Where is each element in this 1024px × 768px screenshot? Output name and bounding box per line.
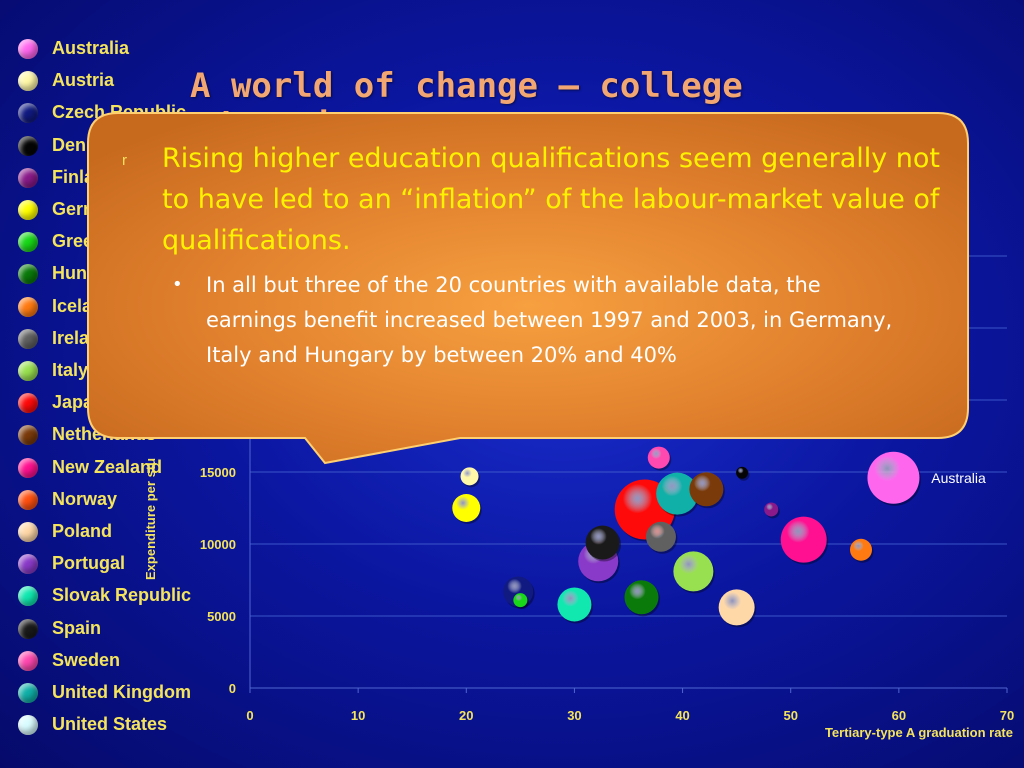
legend-swatch: [18, 361, 38, 381]
legend-swatch: [18, 425, 38, 446]
x-tick-label: 50: [783, 708, 797, 723]
legend-label: United Kingdom: [52, 682, 191, 702]
y-tick-label: 0: [229, 681, 236, 696]
bubble-point: [780, 516, 827, 563]
legend-swatch: [18, 715, 38, 736]
x-tick-label: 0: [246, 708, 253, 723]
x-tick-label: 30: [567, 708, 581, 723]
bubble-point: [647, 446, 670, 469]
legend-swatch: [18, 167, 38, 188]
legend-swatch: [18, 586, 38, 607]
legend-swatch: [18, 328, 38, 349]
bubble-point: [557, 587, 592, 622]
legend-swatch: [18, 393, 38, 414]
sub-bullet-marker: •: [172, 274, 183, 295]
x-tick-label: 60: [892, 708, 906, 723]
bubble-point: [736, 466, 749, 479]
bubble-point: [624, 580, 659, 615]
bubble-point: [513, 593, 528, 608]
bubble-point: [656, 472, 699, 515]
legend-swatch: [18, 522, 38, 542]
legend-swatch: [18, 71, 38, 92]
legend-swatch: [18, 135, 38, 156]
legend-label: Italy: [52, 360, 89, 380]
bubble-point: [689, 472, 724, 507]
bubble-point: [460, 467, 479, 486]
x-tick-label: 70: [1000, 708, 1014, 723]
legend-swatch: [18, 489, 38, 510]
bubble-point: [764, 502, 779, 517]
legend-label: Portugal: [52, 553, 126, 574]
y-tick-label: 10000: [200, 537, 236, 552]
legend-label: Norway: [52, 488, 118, 509]
x-tick-label: 40: [675, 708, 689, 723]
bubble-point: [673, 551, 714, 592]
legend-swatch: [18, 232, 38, 253]
y-tick-label: 15000: [200, 465, 236, 480]
x-axis-title: Tertiary-type A graduation rate: [825, 725, 1013, 740]
legend-swatch: [18, 296, 38, 317]
legend-swatch: [18, 457, 38, 478]
bubble-marks: [452, 446, 921, 628]
legend-swatch: [18, 683, 38, 703]
legend-label: New Zealand: [52, 456, 163, 477]
bubble-point: [867, 451, 920, 504]
legend-label: Austria: [52, 70, 115, 91]
legend-swatch: [18, 650, 38, 671]
legend-swatch: [18, 264, 38, 285]
legend-swatch: [18, 554, 38, 575]
y-axis-title: Expenditure per stu: [143, 458, 158, 580]
bubble-point: [850, 538, 873, 561]
sub-bullet-text: In all but three of the 20 countries wit…: [206, 273, 893, 367]
legend-swatch: [18, 39, 38, 59]
legend-swatch: [18, 103, 38, 124]
axis-labels: 0 10 20 30 40 50 60 70 0 5000 10000 15000 Tertiary-t…: [143, 458, 1014, 740]
main-bullet-marker: r: [122, 152, 127, 169]
legend-label: United States: [52, 714, 168, 735]
legend-swatch: [18, 200, 38, 220]
x-tick-label: 10: [351, 708, 365, 723]
bubble-point: [645, 521, 676, 552]
y-tick-label: 5000: [207, 609, 236, 624]
point-annotation: Australia: [931, 470, 986, 486]
legend-swatch: [18, 618, 38, 639]
bubble-point: [718, 589, 755, 626]
legend-label: Poland: [52, 521, 113, 541]
bubble-point: [452, 494, 481, 522]
legend-label: Australia: [52, 38, 130, 58]
main-bullet-text: Rising higher education qualifications s…: [162, 143, 941, 256]
x-tick-label: 20: [459, 708, 473, 723]
legend-label: Spain: [52, 617, 102, 638]
legend-label: Slovak Republic: [52, 585, 192, 606]
legend-label: Sweden: [52, 649, 121, 670]
bubble-point: [585, 525, 620, 560]
